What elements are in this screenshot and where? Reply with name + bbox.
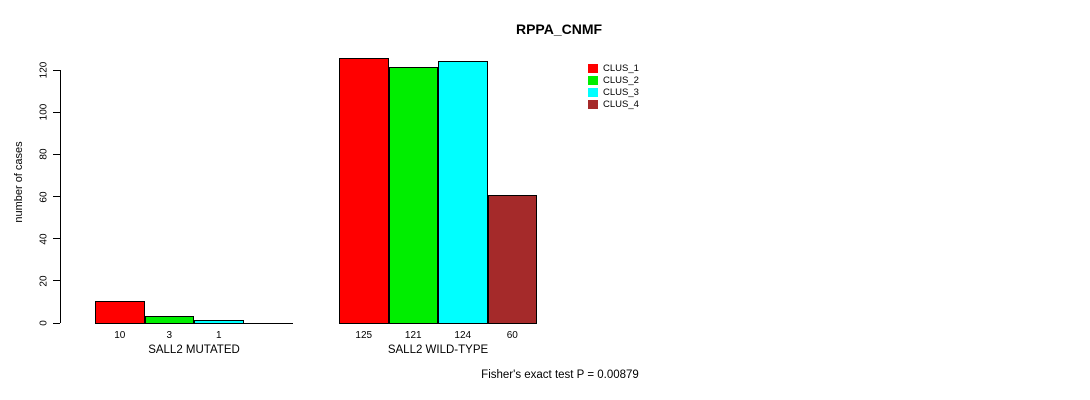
- y-tick-label: 100: [38, 103, 50, 121]
- y-axis-label: number of cases: [13, 141, 25, 223]
- y-tick-mark: [53, 322, 60, 324]
- bar-value-label: 10: [114, 330, 126, 341]
- y-tick-mark: [53, 238, 60, 240]
- y-tick-mark: [53, 69, 60, 71]
- y-tick-label: 60: [38, 190, 50, 203]
- bar-clus_3-group1: [194, 320, 244, 324]
- legend-row-clus_1: CLUS_1: [588, 62, 639, 74]
- fisher-test-annotation: Fisher's exact test P = 0.00879: [481, 369, 639, 381]
- y-tick-label: 0: [38, 320, 50, 326]
- y-axis-line: [60, 70, 61, 323]
- bar-value-label: 124: [454, 330, 472, 341]
- legend-label: CLUS_1: [603, 62, 639, 74]
- legend-label: CLUS_3: [603, 86, 639, 98]
- legend-label: CLUS_2: [603, 74, 639, 86]
- y-tick-label: 20: [38, 275, 50, 287]
- legend: CLUS_1 CLUS_2 CLUS_3 CLUS_4: [588, 62, 639, 110]
- bar-clus_2-group1: [144, 316, 194, 324]
- y-tick-label: 40: [38, 233, 50, 245]
- bar-value-label: 121: [404, 330, 422, 341]
- chart-title: RPPA_CNMF: [515, 21, 603, 37]
- y-tick-mark: [53, 196, 60, 197]
- y-tick-label: 80: [38, 148, 50, 160]
- legend-swatch-icon: [588, 87, 598, 97]
- bar-value-label: 1: [215, 330, 222, 341]
- y-tick-label: 120: [38, 61, 50, 79]
- bar-value-label: 3: [166, 330, 173, 341]
- bar-clus_4-group2: [487, 195, 537, 324]
- y-tick-mark: [53, 153, 60, 155]
- legend-swatch-icon: [588, 75, 598, 85]
- x-group-label-wildtype: SALL2 WILD-TYPE: [387, 344, 489, 356]
- legend-label: CLUS_4: [603, 98, 639, 110]
- bar-clus_1-group1: [95, 301, 145, 324]
- legend-swatch-icon: [588, 99, 598, 109]
- legend-row-clus_4: CLUS_4: [588, 98, 639, 110]
- bar-value-label: 60: [506, 330, 518, 341]
- bar-clus_4-group1-zero: [243, 323, 293, 324]
- y-tick-mark: [53, 111, 60, 113]
- bar-clus_3-group2: [438, 61, 488, 324]
- bar-clus_2-group2: [388, 67, 438, 324]
- y-tick-mark: [53, 280, 60, 282]
- bar-value-label: 125: [355, 330, 373, 341]
- bar-clus_1-group2: [339, 58, 389, 324]
- x-group-label-mutated: SALL2 MUTATED: [148, 344, 240, 356]
- legend-swatch-icon: [588, 63, 598, 73]
- legend-row-clus_3: CLUS_3: [588, 86, 639, 98]
- legend-row-clus_2: CLUS_2: [588, 74, 639, 86]
